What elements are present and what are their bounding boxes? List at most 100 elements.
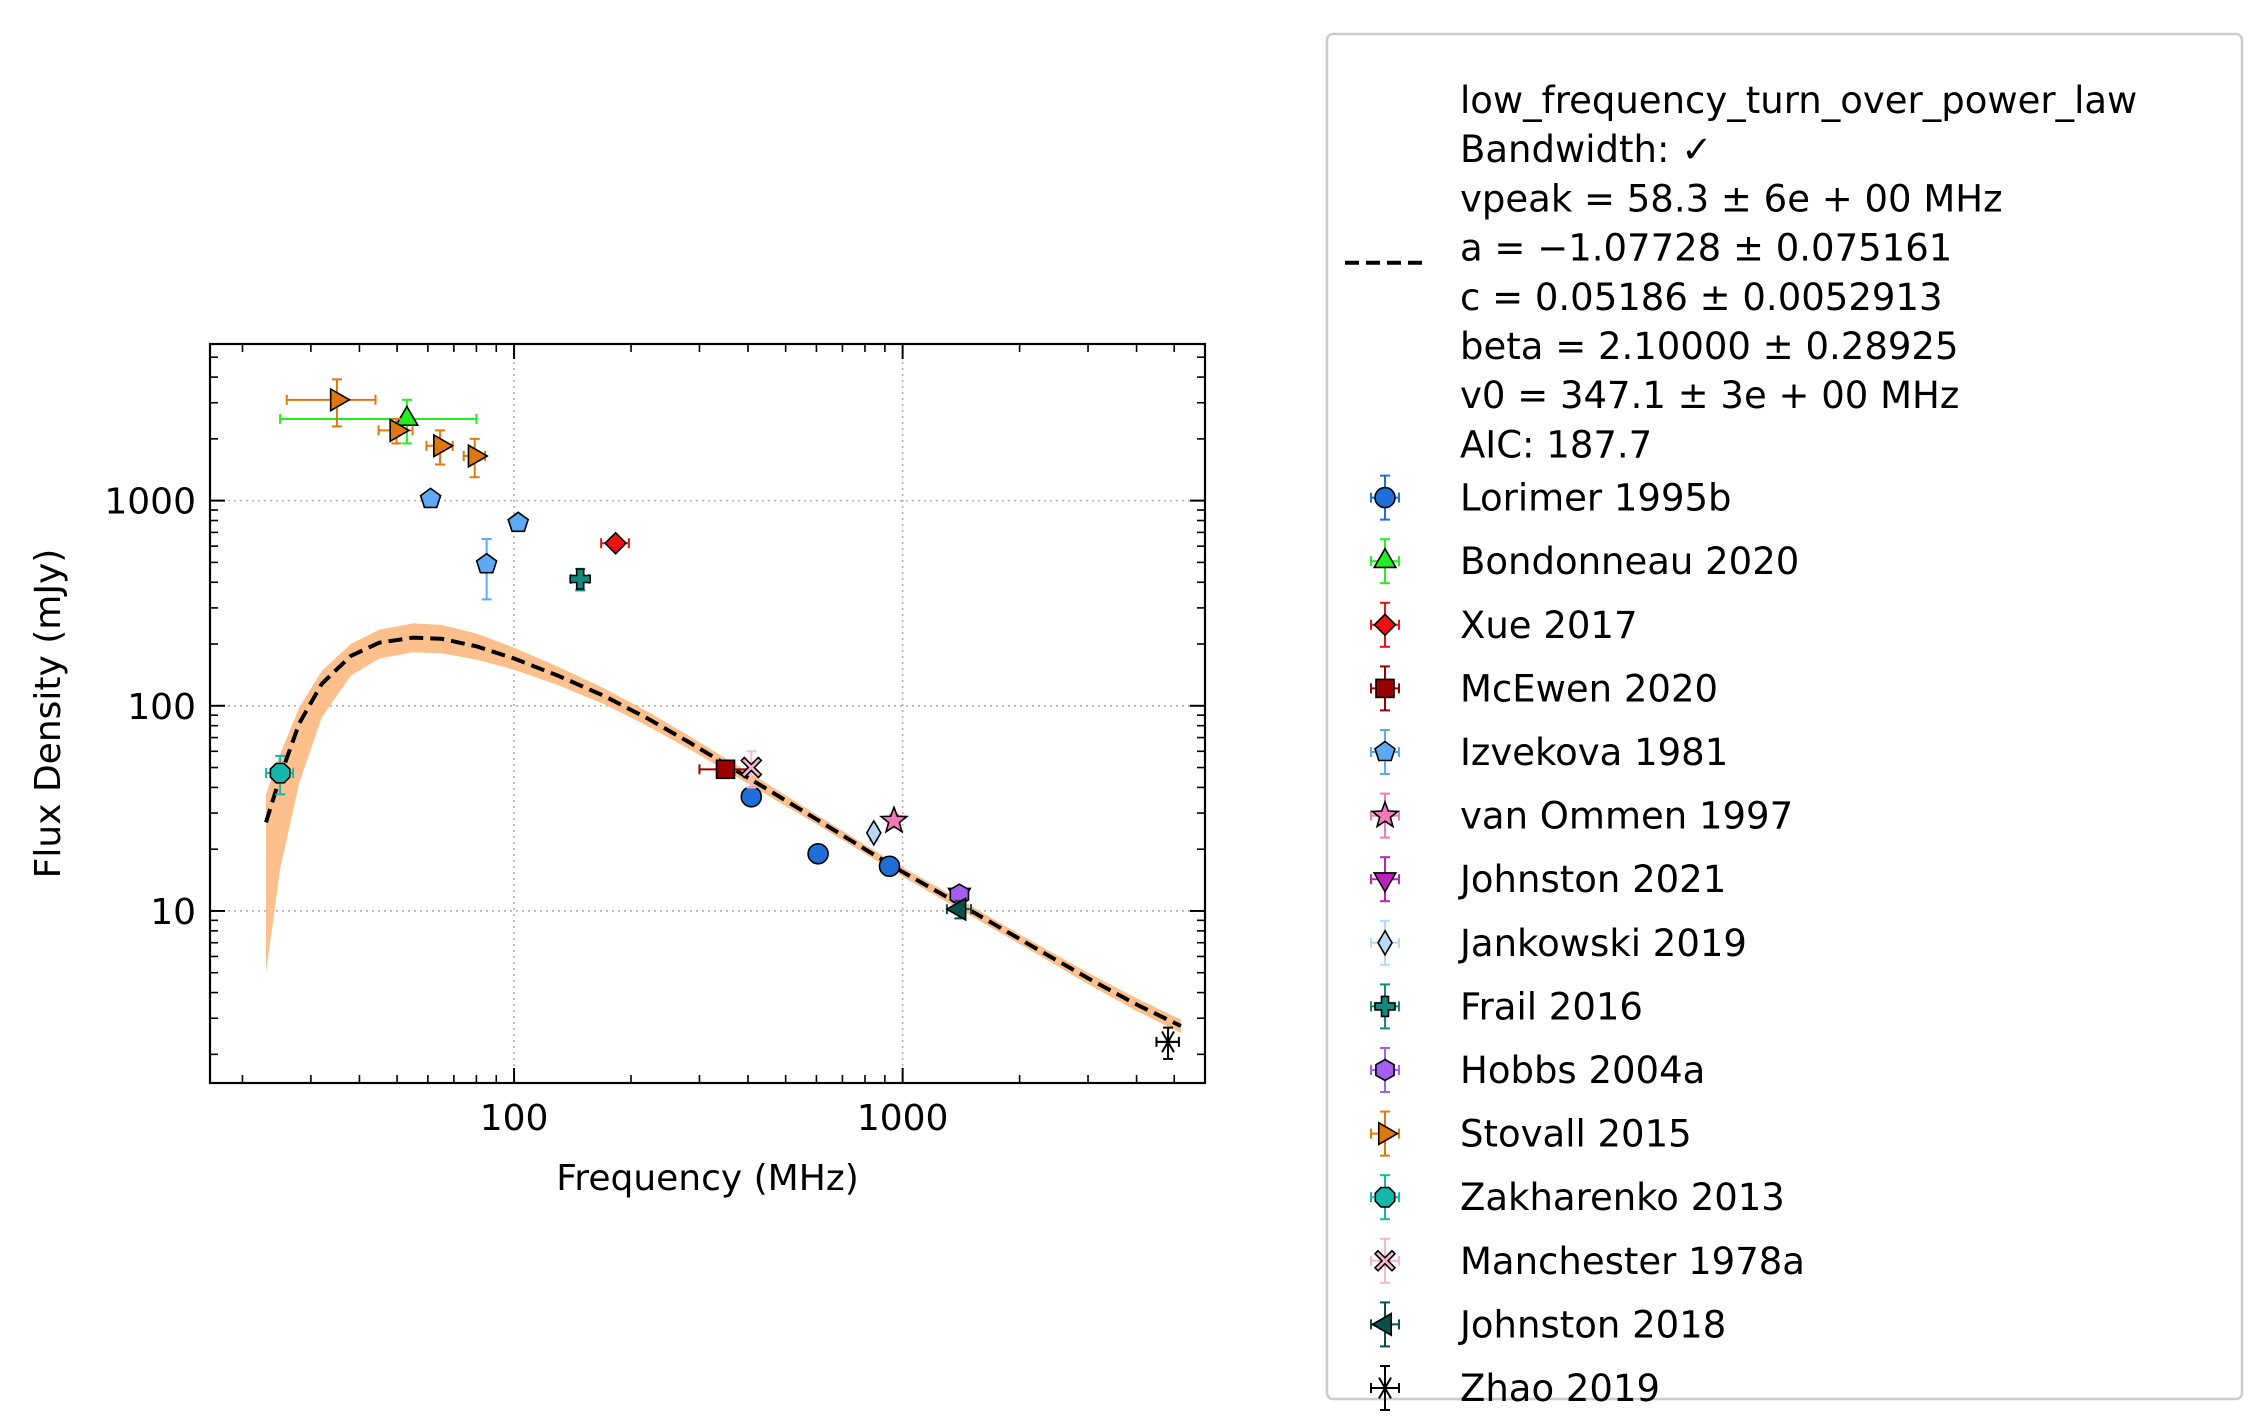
legend-label: McEwen 2020 xyxy=(1460,667,1718,710)
legend-fit-text: v0 = 347.1 ± 3e + 00 MHz xyxy=(1460,374,1959,417)
plot-frame xyxy=(208,342,1207,1085)
legend-marker xyxy=(1374,740,1396,762)
data-point xyxy=(740,785,763,808)
legend-marker xyxy=(1372,547,1398,569)
legend-marker xyxy=(1369,799,1401,829)
legend-entry-jankowski-2019: Jankowski 2019 xyxy=(1370,919,1747,966)
point-marker xyxy=(865,819,882,847)
point-marker xyxy=(740,756,763,779)
legend: low_frequency_turn_over_power_law Bandwid… xyxy=(1325,32,2244,1411)
legend-marker xyxy=(1373,1249,1397,1272)
data-point xyxy=(419,487,442,509)
data-point xyxy=(507,511,530,533)
legend-label: Zakharenko 2013 xyxy=(1460,1176,1785,1219)
series-zhao-2019 xyxy=(1155,1026,1180,1060)
series-lorimer-1995b xyxy=(740,785,901,878)
data-point xyxy=(740,750,763,789)
point-marker xyxy=(878,855,901,878)
legend-entry-johnston-2018: Johnston 2018 xyxy=(1370,1301,1726,1348)
legend-entry-zakharenko-2013: Zakharenko 2013 xyxy=(1370,1174,1785,1221)
legend-label: Zhao 2019 xyxy=(1460,1367,1660,1410)
data-points xyxy=(265,378,1180,1060)
legend-marker xyxy=(1377,929,1393,957)
y-tick-label: 1000 xyxy=(104,482,196,523)
data-point xyxy=(425,429,455,466)
point-marker xyxy=(389,418,411,443)
legend-fit-text: vpeak = 58.3 ± 6e + 00 MHz xyxy=(1460,177,2003,220)
data-point xyxy=(377,417,414,445)
point-marker xyxy=(807,842,829,865)
legend-fit-text: beta = 2.10000 ± 0.28925 xyxy=(1460,325,1959,368)
fit-uncertainty-band xyxy=(266,623,1181,1033)
point-marker xyxy=(878,805,910,834)
legend-marker xyxy=(1375,678,1395,699)
legend-marker xyxy=(1372,872,1398,894)
y-axis-label: Flux Density (mJy) xyxy=(28,549,69,879)
data-point xyxy=(865,819,882,847)
y-tick-label: 100 xyxy=(127,687,196,728)
legend-label: Hobbs 2004a xyxy=(1460,1049,1705,1092)
data-point xyxy=(878,805,910,834)
data-point xyxy=(1155,1026,1180,1060)
series-xue-2017 xyxy=(600,531,630,555)
legend-marker xyxy=(1373,1377,1397,1399)
legend-fit-text: AIC: 187.7 xyxy=(1460,423,1652,466)
grid xyxy=(210,344,1205,1083)
data-point xyxy=(285,378,377,428)
point-marker xyxy=(475,552,498,574)
point-marker xyxy=(433,433,455,459)
point-marker xyxy=(329,387,351,413)
x-tick-label: 100 xyxy=(480,1098,549,1139)
legend-label: Johnston 2021 xyxy=(1458,858,1726,901)
point-marker xyxy=(945,896,967,922)
legend-label: Xue 2017 xyxy=(1460,604,1637,647)
point-marker xyxy=(419,487,442,509)
legend-label: Frail 2016 xyxy=(1460,985,1643,1028)
legend-label: Bondonneau 2020 xyxy=(1460,540,1799,583)
data-point xyxy=(878,855,901,878)
data-point xyxy=(807,842,829,865)
legend-entry-bondonneau-2020: Bondonneau 2020 xyxy=(1370,538,1799,585)
legend-marker xyxy=(1374,486,1396,509)
legend-marker xyxy=(1374,995,1396,1018)
legend-entry-izvekova-1981: Izvekova 1981 xyxy=(1370,729,1728,775)
legend-label: Manchester 1978a xyxy=(1460,1240,1805,1283)
x-tick-label: 1000 xyxy=(857,1098,949,1139)
legend-label: van Ommen 1997 xyxy=(1460,795,1793,838)
point-marker xyxy=(507,511,530,533)
legend-fit-text: a = −1.07728 ± 0.075161 xyxy=(1460,227,1952,270)
series-izvekova-1981 xyxy=(419,487,530,601)
series-frail-2016 xyxy=(569,567,592,592)
legend-frame xyxy=(1325,32,2244,1401)
legend-entry-johnston-2021: Johnston 2021 xyxy=(1370,856,1726,903)
legend-entry-mcewen-2020: McEwen 2020 xyxy=(1370,665,1718,712)
legend-label: Jankowski 2019 xyxy=(1458,922,1747,965)
point-marker xyxy=(394,404,420,427)
data-point xyxy=(279,398,478,445)
series-bondonneau-2020 xyxy=(279,398,478,445)
series-van-ommen-1997 xyxy=(878,805,910,834)
legend-fit-text: low_frequency_turn_over_power_law xyxy=(1460,79,2137,122)
y-tick-label: 10 xyxy=(150,892,196,933)
legend-entry-zhao-2019: Zhao 2019 xyxy=(1370,1365,1660,1411)
point-marker xyxy=(269,762,291,784)
data-point xyxy=(462,437,489,479)
point-marker xyxy=(1156,1031,1180,1053)
point-marker xyxy=(467,443,489,469)
legend-label: Izvekova 1981 xyxy=(1460,731,1728,774)
legend-fit-text: Bandwidth: ✓ xyxy=(1460,128,1712,171)
data-point xyxy=(600,531,630,555)
point-marker xyxy=(715,759,736,780)
series-mcewen-2020 xyxy=(698,759,750,780)
legend-marker xyxy=(1370,1312,1393,1337)
series-zakharenko-2013 xyxy=(265,754,295,796)
legend-marker xyxy=(1373,613,1397,637)
legend-entry-frail-2016: Frail 2016 xyxy=(1370,983,1643,1030)
legend-entry-van-ommen-1997: van Ommen 1997 xyxy=(1369,792,1793,839)
x-axis-label: Frequency (MHz) xyxy=(556,1158,859,1199)
legend-entry-stovall-2015: Stovall 2015 xyxy=(1370,1110,1692,1157)
legend-entry-manchester-1978a: Manchester 1978a xyxy=(1370,1237,1805,1284)
legend-fit-text: c = 0.05186 ± 0.0052913 xyxy=(1460,276,1942,319)
legend-entry-lorimer-1995b: Lorimer 1995b xyxy=(1370,474,1732,521)
